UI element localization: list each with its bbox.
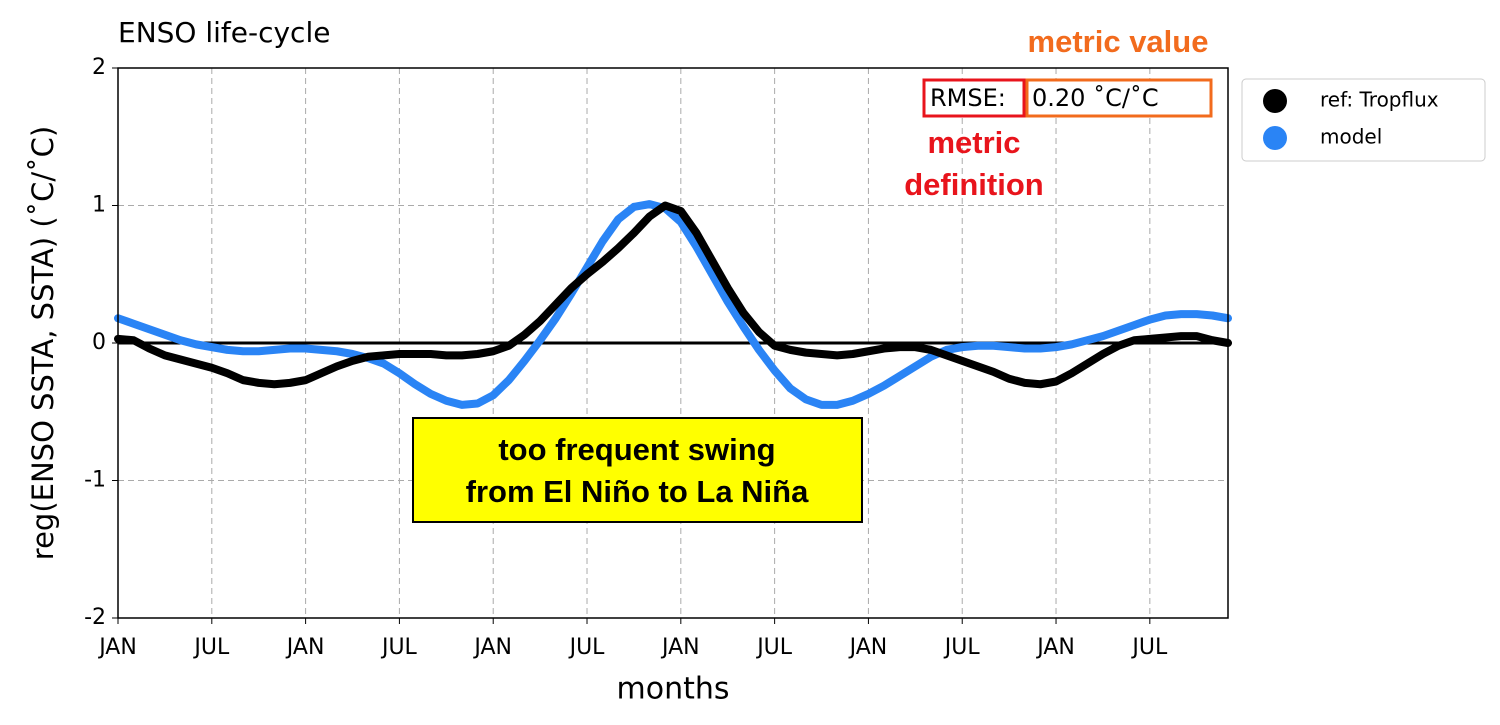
metric-value-box xyxy=(1025,78,1213,118)
y-tick-label: -2 xyxy=(84,605,106,630)
callout-box xyxy=(412,417,863,523)
x-tick-label: JAN xyxy=(660,635,700,660)
legend-marker xyxy=(1263,89,1287,113)
metric-definition-label: metric xyxy=(927,125,1020,160)
metric-name: RMSE: xyxy=(930,84,1006,112)
y-tick-label: 0 xyxy=(92,330,106,355)
metric-name-box xyxy=(922,78,1026,118)
legend-label: ref: Tropflux xyxy=(1320,88,1439,112)
x-tick-label: JAN xyxy=(1035,635,1075,660)
x-axis-label: months xyxy=(617,672,730,707)
x-tick-label: JAN xyxy=(97,635,137,660)
x-tick-label: JUL xyxy=(755,635,793,660)
x-tick-label: JUL xyxy=(192,635,230,660)
x-tick-label: JAN xyxy=(848,635,888,660)
legend-marker xyxy=(1263,126,1287,150)
metric-value-label: metric value xyxy=(1028,24,1209,59)
series-line xyxy=(114,201,1232,389)
x-tick-label: JUL xyxy=(568,635,606,660)
chart-title: ENSO life-cycle xyxy=(118,16,330,49)
x-tick-label: JUL xyxy=(943,635,981,660)
y-tick-label: -1 xyxy=(84,468,106,493)
y-tick-label: 1 xyxy=(92,193,106,218)
metric-definition-label: definition xyxy=(904,167,1043,202)
metric-value: 0.20 ˚C/˚C xyxy=(1032,84,1159,112)
x-tick-label: JUL xyxy=(380,635,418,660)
x-tick-label: JUL xyxy=(1130,635,1168,660)
y-tick-label: 2 xyxy=(92,55,106,80)
legend xyxy=(1241,78,1486,162)
x-tick-label: JAN xyxy=(472,635,512,660)
plot-area xyxy=(114,200,1232,409)
series-line xyxy=(114,200,1232,409)
legend-label: model xyxy=(1320,125,1382,149)
callout-text: too frequent swing xyxy=(498,432,775,467)
y-axis-label: reg(ENSO SSTA, SSTA) (˚C/˚C) xyxy=(26,126,60,560)
callout-text: from El Niño to La Niña xyxy=(466,474,809,509)
x-tick-label: JAN xyxy=(285,635,325,660)
